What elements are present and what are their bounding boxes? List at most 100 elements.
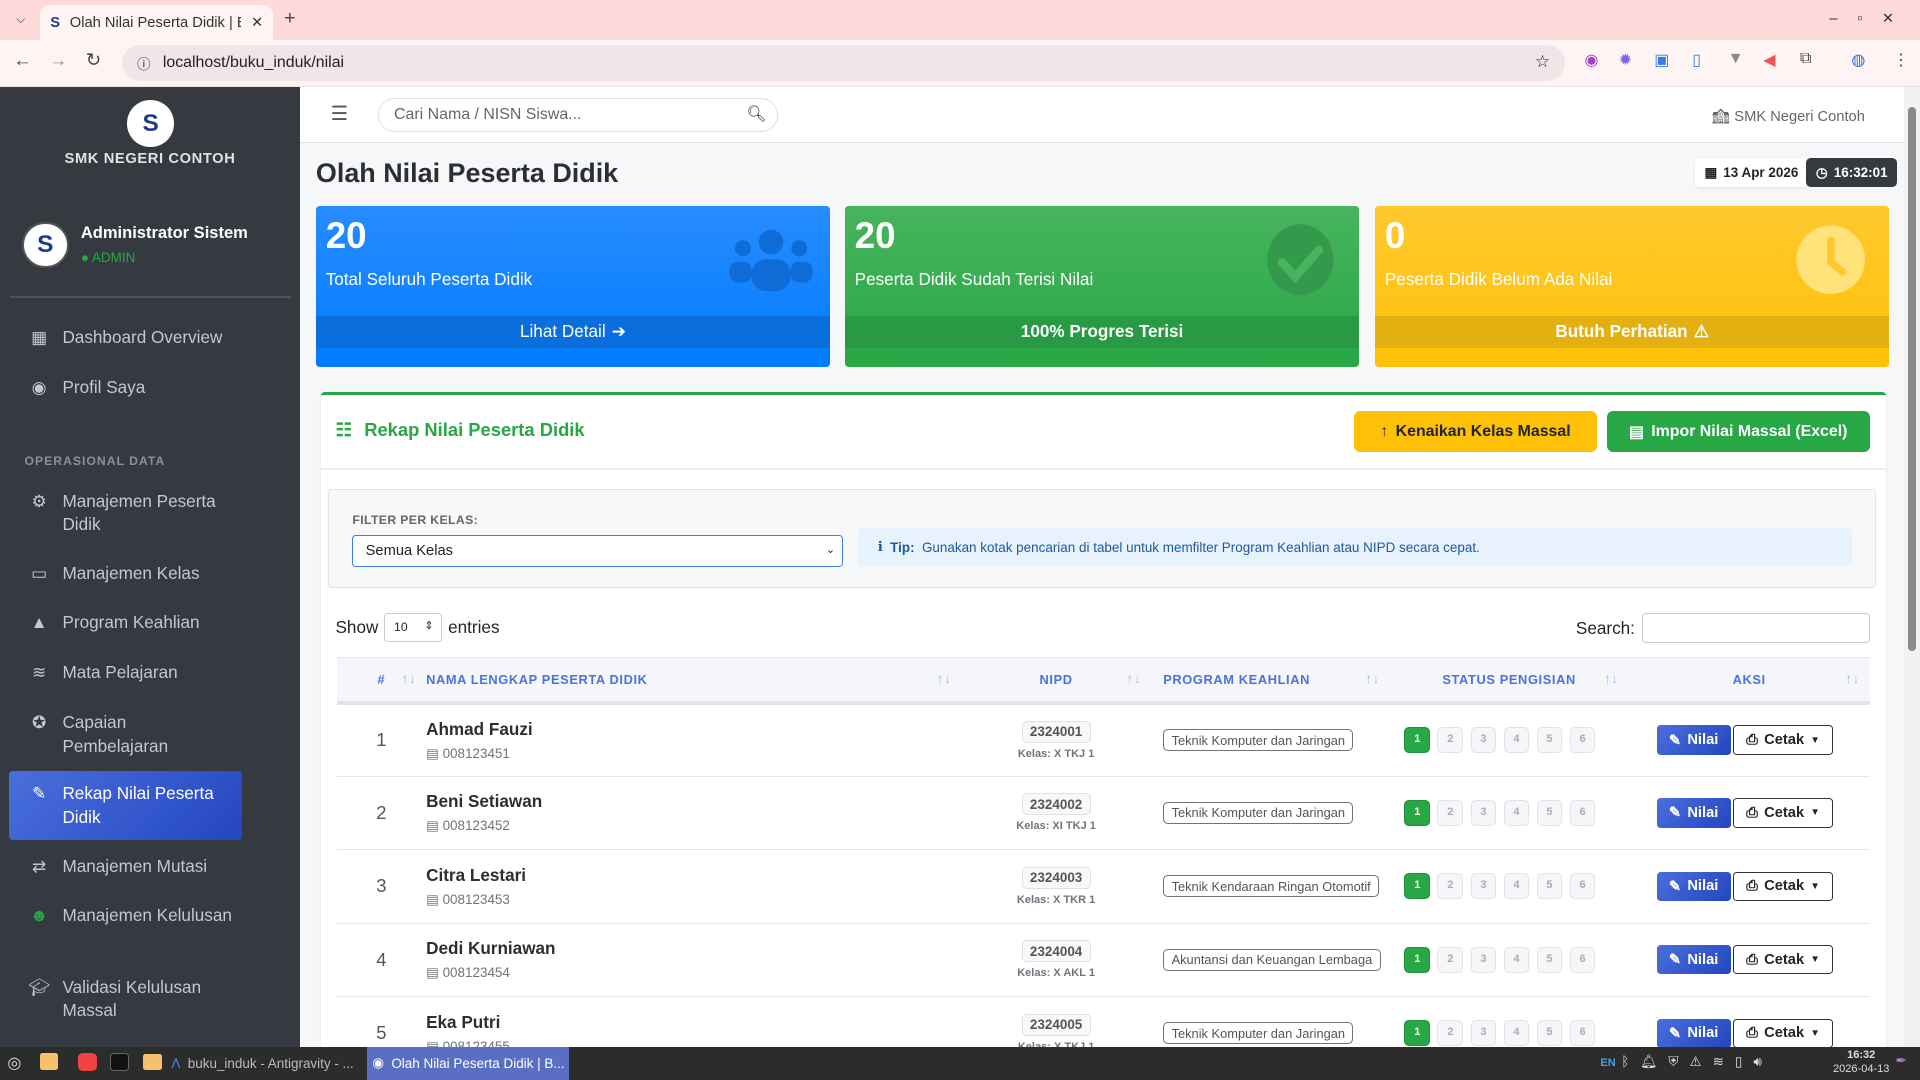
semester-status-badge[interactable]: 1 [1404, 727, 1431, 753]
cetak-dropdown-button[interactable]: ⎙ Cetak ▼ [1733, 1018, 1834, 1048]
kelas-filter-select[interactable]: Semua Kelas ⌄ [352, 535, 844, 568]
col-header-no[interactable]: # ↑↓ [336, 656, 427, 705]
semester-status-badge[interactable]: 3 [1470, 727, 1497, 753]
semester-status-badge[interactable]: 5 [1536, 727, 1563, 753]
semester-status-badge[interactable]: 6 [1569, 946, 1596, 973]
phone-icon[interactable]: ▯ [1692, 52, 1701, 70]
menu-kebab-icon[interactable]: ⋮ [1893, 52, 1909, 70]
files-icon[interactable] [40, 1053, 58, 1071]
feather-icon[interactable]: ✒ [1895, 1053, 1907, 1069]
semester-status-badge[interactable]: 1 [1404, 873, 1431, 900]
forward-icon[interactable]: → [48, 48, 68, 70]
nilai-button[interactable]: ✎ Nilai [1656, 725, 1731, 755]
semester-status-badge[interactable]: 3 [1470, 873, 1497, 900]
sidebar-item-dashboard[interactable]: ▦ Dashboard Overview [9, 326, 243, 349]
semester-status-badge[interactable]: 1 [1404, 800, 1431, 826]
new-tab-button[interactable]: + [284, 7, 296, 30]
col-header-aksi[interactable]: AKSI ↑↓ [1628, 656, 1870, 705]
cetak-dropdown-button[interactable]: ⎙ Cetak ▼ [1733, 725, 1834, 755]
semester-status-badge[interactable]: 1 [1404, 946, 1431, 973]
semester-status-badge[interactable]: 2 [1437, 800, 1464, 826]
extension-icon[interactable]: ◉ [1584, 52, 1599, 70]
sidebar-item-mutasi[interactable]: ⇄ Manajemen Mutasi [9, 855, 243, 878]
semester-status-badge[interactable]: 4 [1503, 727, 1530, 753]
semester-status-badge[interactable]: 5 [1536, 800, 1563, 826]
nilai-button[interactable]: ✎ Nilai [1656, 798, 1731, 828]
sidebar-item-kelulusan[interactable]: ☻ Manajemen Kelulusan [9, 904, 243, 927]
sidebar-item-program-keahlian[interactable]: ▲ Program Keahlian [9, 611, 243, 634]
reload-icon[interactable]: ↻ [85, 48, 102, 70]
impor-nilai-button[interactable]: ▤ Impor Nilai Massal (Excel) [1606, 410, 1870, 453]
hamburger-menu-icon[interactable]: ☰ [330, 102, 349, 125]
clock[interactable]: 16:32 2026-04-13 [1833, 1049, 1889, 1076]
semester-status-badge[interactable]: 2 [1437, 1020, 1464, 1047]
extension-gear-icon[interactable]: ✹ [1618, 52, 1633, 70]
sidebar-item-peserta-didik[interactable]: ⚙ Manajemen Peserta Didik [9, 490, 243, 537]
lihat-detail-link[interactable]: Lihat Detail ➔ [315, 315, 831, 348]
terminal-icon[interactable] [110, 1053, 129, 1072]
semester-status-badge[interactable]: 6 [1569, 800, 1596, 826]
semester-status-badge[interactable]: 6 [1569, 873, 1596, 900]
tray-icons[interactable]: ᛒ🔔︎⛨⚠︎≋▯🔊︎ [1621, 1054, 1773, 1070]
global-search-input[interactable]: Cari Nama / NISN Siswa... 🔍︎ [378, 97, 778, 133]
col-header-status[interactable]: STATUS PENGISIAN ↑↓ [1389, 656, 1629, 705]
cetak-dropdown-button[interactable]: ⎙ Cetak ▼ [1733, 798, 1834, 828]
sidebar-item-profil[interactable]: ◉ Profil Saya [9, 376, 243, 399]
sidebar-item-kelas[interactable]: ▭ Manajemen Kelas [9, 562, 243, 585]
folder-icon[interactable] [143, 1054, 162, 1071]
table-search-input[interactable] [1642, 612, 1870, 644]
url-field[interactable]: ⓘ localhost/buku_induk/nilai ☆ [122, 45, 1565, 81]
semester-status-badge[interactable]: 4 [1503, 946, 1530, 973]
semester-status-badge[interactable]: 2 [1437, 946, 1464, 973]
translate-icon[interactable]: ▣ [1654, 52, 1670, 70]
semester-status-badge[interactable]: 5 [1536, 1020, 1563, 1047]
semester-status-badge[interactable]: 4 [1503, 800, 1530, 826]
nilai-button[interactable]: ✎ Nilai [1656, 871, 1731, 902]
tab-list-button[interactable]: ⌵ [16, 12, 26, 27]
window-controls[interactable]: –▫✕ [1829, 10, 1914, 27]
sidebar-item-capaian[interactable]: ✪ Capaian Pembelajaran [9, 711, 243, 758]
cetak-dropdown-button[interactable]: ⎙ Cetak ▼ [1733, 945, 1834, 975]
firefox-icon[interactable] [78, 1053, 97, 1072]
col-header-nama[interactable]: NAMA LENGKAP PESERTA DIDIK ↑↓ [426, 656, 962, 705]
sidebar-item-rekap-nilai[interactable]: ✎ Rekap Nilai Peserta Didik [8, 771, 243, 840]
cetak-dropdown-button[interactable]: ⎙ Cetak ▼ [1733, 871, 1834, 902]
extensions-puzzle-icon[interactable]: ⧉ [1800, 50, 1812, 68]
start-menu-icon[interactable]: ◎ [7, 1055, 22, 1073]
semester-status-badge[interactable]: 6 [1569, 1020, 1596, 1047]
semester-status-badge[interactable]: 2 [1437, 873, 1464, 900]
profile-avatar[interactable]: ◍ [1851, 52, 1866, 70]
semester-status-badge[interactable]: 6 [1569, 727, 1596, 753]
col-header-nipd[interactable]: NIPD ↑↓ [961, 656, 1151, 705]
semester-status-badge[interactable]: 2 [1437, 727, 1464, 753]
sidebar-item-mata-pelajaran[interactable]: ≋ Mata Pelajaran [9, 661, 243, 684]
kenaikan-kelas-button[interactable]: ↑ Kenaikan Kelas Massal [1354, 410, 1597, 453]
semester-status-badge[interactable]: 5 [1536, 873, 1563, 900]
sidebar-item-validasi-kelulusan[interactable]: 🎓︎ Validasi Kelulusan Massal [9, 976, 243, 1023]
browser-tab[interactable]: S Olah Nilai Peserta Didik | Buku Induk … [40, 4, 274, 41]
page-scrollbar[interactable] [1904, 86, 1920, 1047]
bookmark-star-icon[interactable]: ☆ [1534, 51, 1551, 72]
semester-status-badge[interactable]: 5 [1536, 946, 1563, 973]
semester-status-badge[interactable]: 1 [1404, 1020, 1431, 1047]
semester-status-badge[interactable]: 4 [1503, 873, 1530, 900]
semester-status-badge[interactable]: 3 [1470, 800, 1497, 826]
nilai-button[interactable]: ✎ Nilai [1656, 945, 1731, 975]
search-icon[interactable]: 🔍︎ [746, 105, 767, 123]
user-avatar[interactable]: S [22, 221, 69, 269]
scrollbar-thumb[interactable] [1907, 106, 1917, 652]
taskbar-item-chrome[interactable]: ◉ Olah Nilai Peserta Didik | B... [367, 1046, 570, 1080]
back-icon[interactable]: ← [13, 48, 32, 70]
keyboard-layout[interactable]: EN [1600, 1056, 1616, 1069]
semester-status-badge[interactable]: 4 [1503, 1020, 1530, 1047]
nilai-button[interactable]: ✎ Nilai [1656, 1018, 1731, 1048]
close-tab-icon[interactable]: ✕ [250, 15, 264, 32]
semester-status-badge[interactable]: 3 [1470, 946, 1497, 973]
site-info-icon[interactable]: ⓘ [137, 57, 151, 73]
entries-select[interactable]: 10 ⇕ [384, 612, 442, 643]
semester-status-badge[interactable]: 3 [1470, 1020, 1497, 1047]
megaphone-icon[interactable]: ◀ [1763, 52, 1776, 70]
v-extension-icon[interactable]: ▼ [1727, 50, 1744, 68]
col-header-program[interactable]: PROGRAM KEAHLIAN ↑↓ [1150, 656, 1390, 705]
